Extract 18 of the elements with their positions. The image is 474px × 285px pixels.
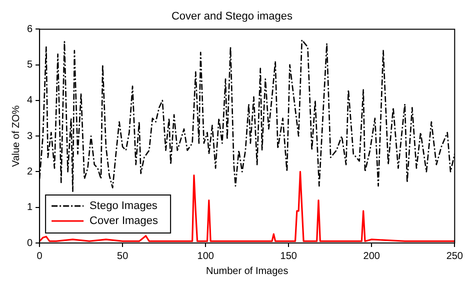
legend-label: Stego Images [90, 200, 158, 212]
x-tick-label: 250 [446, 250, 464, 262]
legend-label: Cover Images [90, 215, 159, 228]
y-tick-label: 6 [27, 24, 33, 35]
y-tick-label: 0 [27, 238, 33, 249]
chart-title: Cover and Stego images [171, 10, 294, 23]
y-tick-label: 4 [27, 95, 33, 106]
y-axis-title: Value of ZO% [10, 105, 22, 167]
y-tick-label: 5 [27, 60, 33, 71]
x-tick-label: 200 [363, 250, 380, 262]
x-axis-title: Number of Images [206, 266, 288, 277]
x-tick-label: 50 [117, 250, 129, 262]
x-tick-label: 100 [197, 250, 214, 262]
y-tick-label: 2 [27, 166, 33, 178]
y-tick-label: 3 [27, 130, 33, 142]
x-tick-label: 0 [36, 250, 43, 262]
y-tick-label: 1 [27, 202, 33, 214]
x-tick-label: 150 [280, 250, 298, 262]
